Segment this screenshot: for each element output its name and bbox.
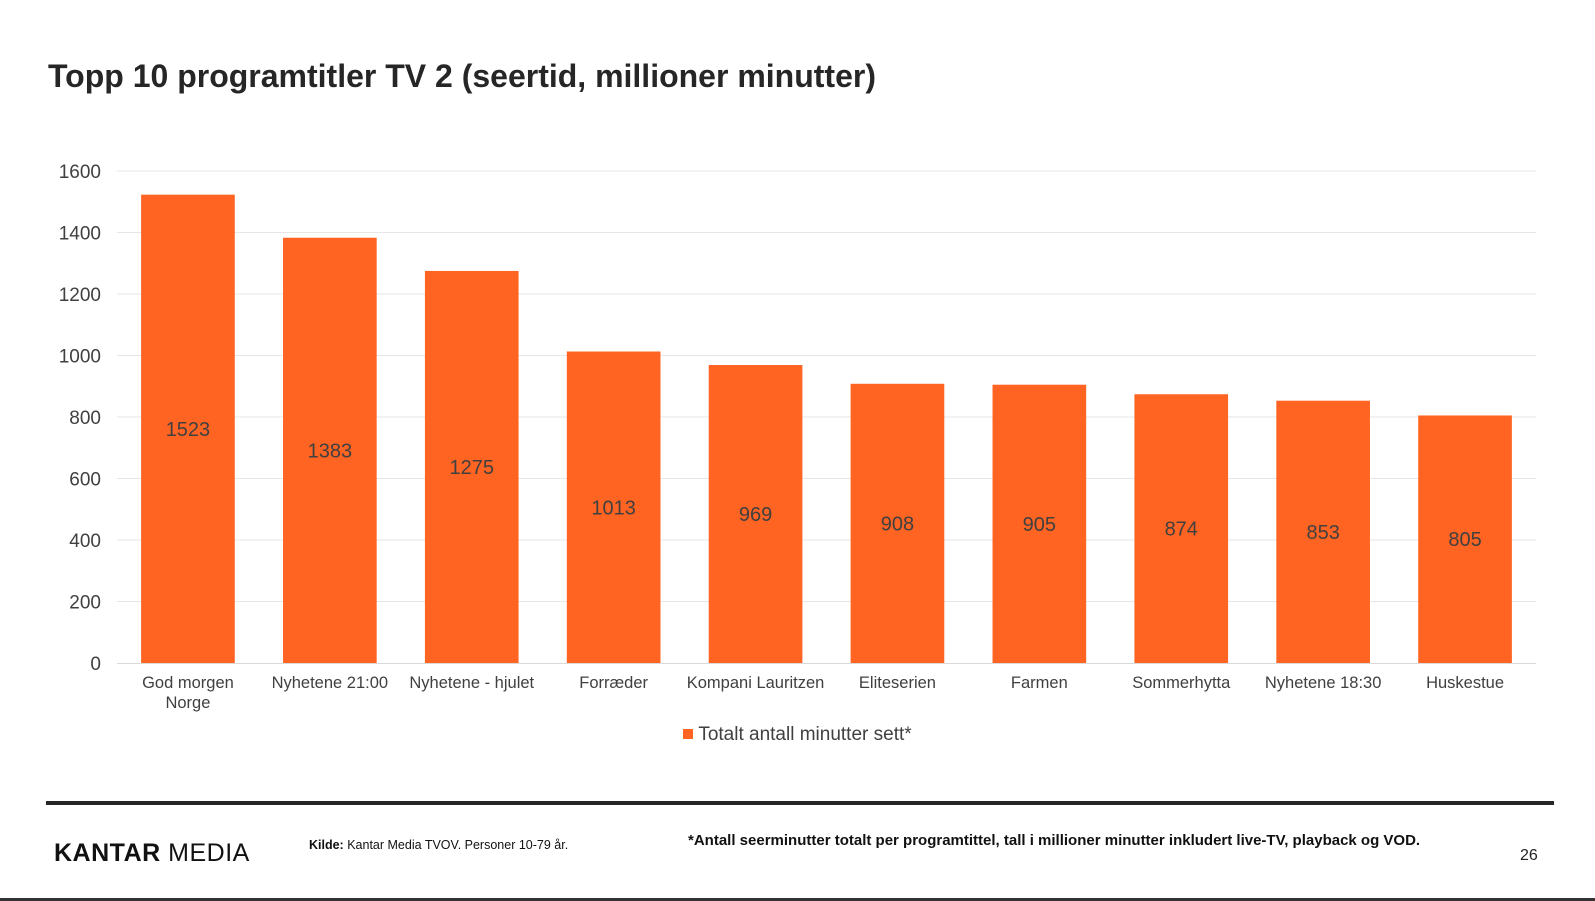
y-tick-label: 800 xyxy=(69,408,101,429)
bar-chart: 0 200 400 600 800 1000 1200 1400 1600 1523 1383 12… xyxy=(59,162,1536,712)
bar xyxy=(708,365,803,663)
source-label: Kilde: xyxy=(309,838,344,852)
bar-value-label: 969 xyxy=(739,504,772,526)
kantar-media-logo: KANTAR MEDIA xyxy=(54,839,250,868)
bar-value-label: 908 xyxy=(881,513,914,535)
y-tick-label: 1200 xyxy=(59,285,101,306)
category-label: God morgen Norge xyxy=(142,674,234,712)
category-label: Nyhetene - hjulet xyxy=(409,674,534,692)
bar-value-label: 805 xyxy=(1448,529,1481,551)
legend: Totalt antall minutter sett* xyxy=(0,724,1595,746)
bar-value-label: 1523 xyxy=(166,419,211,441)
data-labels: 1523 1383 1275 1013 969 908 905 874 853 805 xyxy=(166,419,1482,551)
category-label: Nyhetene 21:00 xyxy=(272,674,389,692)
bar-value-label: 874 xyxy=(1165,519,1198,541)
y-tick-label: 1400 xyxy=(59,224,101,245)
category-label: Farmen xyxy=(1011,674,1068,692)
category-label: Sommerhytta xyxy=(1132,674,1231,692)
category-label: Huskestue xyxy=(1426,674,1504,692)
logo-word-media: MEDIA xyxy=(168,839,250,867)
y-axis-ticks: 0 200 400 600 800 1000 1200 1400 1600 xyxy=(59,162,101,675)
y-tick-label: 1000 xyxy=(59,347,101,368)
category-label: Eliteserien xyxy=(859,674,936,692)
bar xyxy=(1134,394,1229,663)
logo-word-kantar: KANTAR xyxy=(54,839,161,867)
bar-value-label: 1013 xyxy=(591,497,636,519)
y-tick-label: 1600 xyxy=(59,162,101,183)
legend-swatch xyxy=(683,729,694,739)
y-tick-label: 0 xyxy=(90,654,101,675)
bar-value-label: 1275 xyxy=(450,457,495,479)
bar xyxy=(424,270,519,663)
bar xyxy=(1276,400,1370,663)
bar xyxy=(1418,415,1512,663)
legend-label: Totalt antall minutter sett* xyxy=(698,724,912,745)
footer-divider xyxy=(46,801,1554,805)
bar xyxy=(850,383,945,663)
bars xyxy=(141,194,1512,664)
bottom-border xyxy=(0,898,1595,901)
source-text: Kantar Media TVOV. Personer 10-79 år. xyxy=(347,838,569,852)
bar xyxy=(141,194,235,664)
category-label: Nyhetene 18:30 xyxy=(1265,674,1382,692)
bar-value-label: 1383 xyxy=(308,440,353,462)
category-label: Kompani Lauritzen xyxy=(687,674,825,692)
bar-value-label: 905 xyxy=(1023,514,1056,536)
y-tick-label: 600 xyxy=(69,470,101,491)
y-tick-label: 200 xyxy=(69,593,101,614)
x-axis-categories: God morgen Norge Nyhetene 21:00 Nyhetene - … xyxy=(142,674,1504,712)
category-label: Forræder xyxy=(579,674,648,692)
bar xyxy=(992,384,1087,663)
bar-value-label: 853 xyxy=(1306,522,1339,544)
page-title: Topp 10 programtitler TV 2 (seertid, mil… xyxy=(48,58,876,94)
bar xyxy=(283,237,377,664)
bar xyxy=(566,351,661,663)
source-note: Kilde: Kantar Media TVOV. Personer 10-79… xyxy=(309,838,568,852)
footnote: *Antall seerminutter totalt per programt… xyxy=(688,832,1421,849)
page-number: 26 xyxy=(1520,847,1538,864)
y-tick-label: 400 xyxy=(69,531,101,552)
